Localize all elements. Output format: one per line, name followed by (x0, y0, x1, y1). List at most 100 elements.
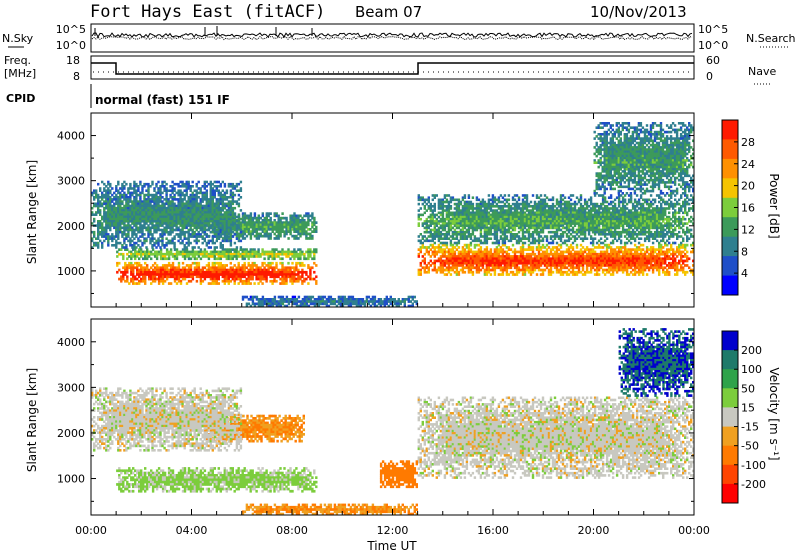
power-cell-1 (148, 252, 151, 256)
power-cell-0 (289, 277, 292, 281)
power-cell-1 (175, 255, 179, 258)
power-cell-1 (167, 250, 171, 254)
power-cell-0 (279, 282, 282, 285)
power-cell-0 (271, 275, 274, 279)
power-cell-0 (223, 264, 226, 267)
power-cell-3 (219, 185, 222, 188)
power-cell-0 (259, 270, 262, 274)
power-cell-2 (221, 232, 225, 236)
power-cell-3 (139, 239, 142, 243)
power-cell-2 (241, 237, 245, 240)
power-cell-1 (181, 250, 185, 254)
power-cell-1 (263, 252, 266, 256)
power-cell-3 (125, 182, 128, 186)
power-cell-0 (263, 273, 266, 276)
power-cell-0 (161, 275, 165, 279)
power-cell-5 (435, 213, 438, 217)
power-cell-4 (537, 266, 541, 270)
power-cell-1 (199, 252, 203, 256)
power-cell-0 (197, 268, 201, 272)
power-cell-1 (157, 250, 161, 254)
power-cell-1 (231, 248, 234, 251)
freq-trace (91, 62, 694, 75)
power-cell-4 (507, 273, 511, 276)
power-cell-0 (293, 266, 296, 270)
power-cell-0 (120, 279, 123, 283)
power-cell-0 (291, 275, 294, 279)
power-cell-1 (219, 250, 222, 254)
power-cell-0 (211, 273, 214, 276)
power-cell-1 (120, 252, 123, 256)
power-cell-1 (257, 248, 260, 251)
power-cell-4 (686, 270, 689, 274)
power-cell-1 (211, 255, 214, 258)
power-cell-0 (203, 270, 207, 274)
power-cell-0 (265, 264, 268, 267)
power-cell-0 (140, 268, 143, 272)
power-cell-0 (118, 261, 121, 265)
power-cell-0 (153, 279, 157, 283)
power-cell-0 (285, 268, 288, 272)
power-cell-1 (146, 248, 149, 251)
power-cell-0 (144, 266, 147, 270)
power-cell-1 (130, 250, 133, 254)
power-cell-1 (189, 257, 193, 261)
power-cell-0 (138, 273, 141, 276)
power-cell-0 (175, 282, 179, 285)
power-cell-0 (167, 270, 171, 274)
power-cell-1 (217, 257, 220, 261)
power-cell-0 (313, 261, 316, 265)
power-cell-0 (247, 282, 250, 285)
power-cell-2 (231, 219, 235, 222)
power-cell-0 (279, 268, 282, 272)
power-cell-1 (291, 252, 294, 256)
power-cell-4 (509, 266, 513, 270)
power-cell-4 (581, 273, 585, 276)
power-cell-2 (243, 230, 247, 233)
power-cell-0 (249, 268, 252, 272)
power-cell-1 (187, 257, 191, 261)
power-cell-0 (159, 270, 163, 274)
power-cell-1 (213, 250, 216, 254)
power-cell-2 (227, 237, 231, 240)
power-cell-0 (130, 261, 133, 265)
power-cell-0 (136, 282, 139, 285)
power-cell-2 (277, 214, 280, 218)
power-cell-0 (209, 270, 213, 274)
power-cell-1 (271, 252, 274, 256)
power-cell-0 (239, 275, 242, 279)
power-cell-1 (309, 250, 312, 254)
power-cell-4 (627, 273, 631, 276)
power-cell-0 (271, 266, 274, 270)
power-cell-1 (293, 257, 296, 261)
power-cell-1 (243, 248, 246, 251)
power-cell-1 (195, 257, 199, 261)
power-cell-0 (169, 266, 173, 270)
power-cell-0 (217, 261, 220, 265)
power-cell-0 (195, 268, 199, 272)
power-cell-1 (205, 252, 209, 256)
power-cell-4 (581, 255, 585, 258)
power-cell-4 (505, 250, 509, 254)
power-cell-1 (279, 252, 282, 256)
power-cell-5 (435, 235, 438, 238)
power-cell-0 (225, 277, 228, 281)
power-cell-0 (243, 261, 246, 265)
power-cell-5 (433, 209, 436, 212)
power-cell-0 (165, 273, 169, 276)
power-cell-0 (233, 277, 236, 281)
power-cell-0 (279, 270, 282, 274)
power-cell-0 (122, 275, 125, 279)
power-cell-1 (309, 255, 312, 258)
power-cell-1 (243, 257, 246, 261)
power-cell-0 (293, 270, 296, 274)
power-cell-1 (209, 255, 213, 258)
power-cell-1 (265, 252, 268, 256)
power-cell-0 (243, 266, 246, 270)
power-cell-1 (173, 257, 177, 261)
nsearch-label: N.Search (746, 32, 796, 45)
power-cell-0 (237, 273, 240, 276)
power-cell-0 (183, 275, 187, 279)
power-cell-0 (138, 282, 141, 285)
power-cell-1 (177, 252, 181, 256)
